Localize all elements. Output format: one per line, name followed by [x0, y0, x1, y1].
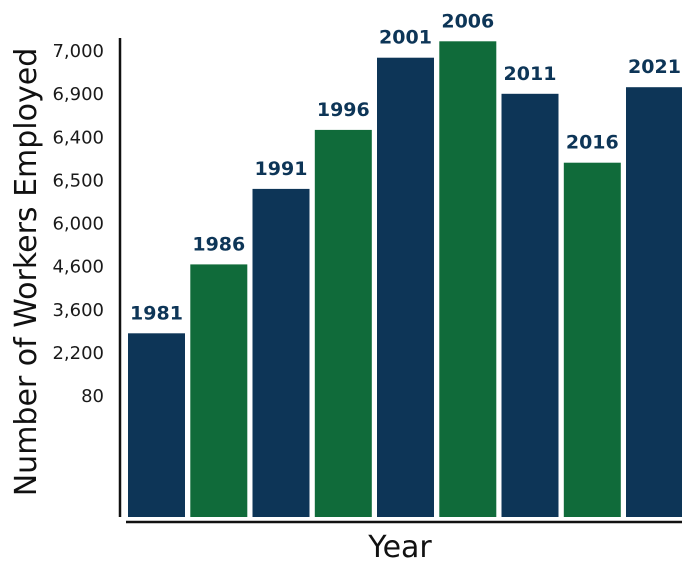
bar-2016 — [563, 162, 621, 517]
bar-labels: 1981 1986 1991 1996 2001 2006 2011 2016 2021 — [130, 10, 681, 324]
x-axis-title: Year — [367, 530, 432, 563]
y-tick-label: 2,200 — [52, 343, 104, 364]
y-tick-label: 6,500 — [52, 170, 104, 191]
y-tick-label: 7,000 — [52, 41, 104, 62]
bar-label-1991: 1991 — [255, 158, 308, 180]
bar-label-1996: 1996 — [317, 99, 370, 121]
bars — [128, 41, 682, 518]
bar-1986 — [190, 264, 248, 517]
bar-label-2001: 2001 — [379, 27, 432, 49]
bar-1991 — [252, 188, 310, 517]
bar-label-2006: 2006 — [441, 10, 494, 32]
y-axis-title: Number of Workers Employed — [9, 48, 44, 497]
bar-2006 — [439, 41, 497, 518]
y-tick-label: 6,900 — [52, 84, 104, 105]
bar-2011 — [501, 93, 559, 518]
y-tick-label: 3,600 — [52, 300, 104, 321]
y-tick-label: 6,400 — [52, 127, 104, 148]
y-tick-label: 6,000 — [52, 214, 104, 235]
bar-label-2011: 2011 — [504, 63, 557, 85]
y-axis-tick-labels: 7,000 6,900 6,400 6,500 6,000 4,600 3,600 2,200… — [52, 41, 104, 407]
bar-label-1981: 1981 — [130, 302, 183, 324]
bar-1996 — [314, 129, 372, 517]
bar-2001 — [377, 57, 434, 517]
y-tick-label: 4,600 — [52, 257, 104, 278]
bar-label-1986: 1986 — [192, 233, 245, 255]
y-tick-label: 80 — [81, 386, 104, 407]
bar-2021 — [626, 87, 682, 517]
bar-1981 — [128, 333, 185, 517]
bar-label-2021: 2021 — [628, 56, 681, 78]
bar-label-2016: 2016 — [566, 132, 619, 154]
